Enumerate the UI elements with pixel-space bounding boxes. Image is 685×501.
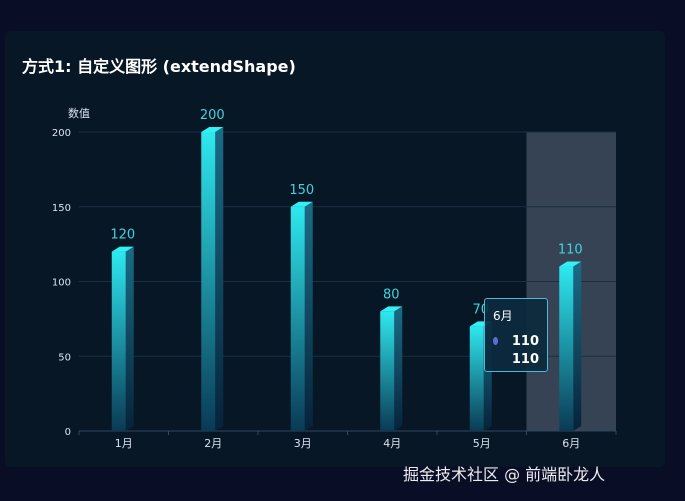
bar-top [380, 306, 403, 312]
x-tick-label: 3月 [294, 437, 312, 450]
data-label: 110 [558, 243, 583, 258]
y-tick-label: 150 [52, 203, 71, 214]
bar-side [125, 246, 134, 431]
bar-side [573, 261, 582, 431]
bar-top [559, 261, 582, 267]
bar-front [469, 326, 484, 431]
data-label: 200 [200, 108, 225, 123]
bar-front [201, 132, 216, 431]
data-label: 80 [383, 287, 400, 302]
bar-front [559, 266, 574, 431]
bar[interactable] [290, 201, 313, 431]
x-tick-label: 4月 [383, 437, 401, 450]
chart-title: 方式1: 自定义图形 (extendShape) [22, 57, 296, 76]
bar-front [111, 251, 126, 431]
x-tick-label: 6月 [562, 437, 580, 450]
y-tick-label: 50 [58, 352, 71, 363]
bar-top [111, 246, 134, 252]
bar[interactable] [380, 306, 403, 431]
bar[interactable] [201, 127, 224, 431]
bar[interactable] [111, 246, 134, 431]
y-tick-label: 100 [52, 278, 71, 289]
x-tick-label: 5月 [473, 437, 491, 450]
tooltip: 6月 110 110 [484, 298, 548, 372]
y-tick-label: 0 [65, 427, 71, 438]
data-label: 120 [110, 228, 135, 243]
tooltip-row: 110 [493, 350, 539, 368]
series-dot-icon [493, 337, 498, 345]
y-axis-label: 数值 [68, 107, 90, 120]
y-tick-label: 200 [52, 128, 71, 139]
bar-front [290, 206, 305, 431]
bar-front [380, 311, 395, 431]
tooltip-row: 110 [493, 332, 539, 350]
bar-top [201, 127, 224, 132]
x-tick-label: 1月 [115, 437, 133, 450]
watermark: 掘金技术社区 @ 前端卧龙人 [403, 465, 606, 484]
tooltip-value: 110 [511, 351, 539, 367]
tooltip-title: 6月 [493, 309, 513, 323]
bar-top [290, 201, 313, 207]
bar-side [304, 201, 313, 431]
bar-side [215, 127, 224, 431]
x-tick-label: 2月 [204, 437, 222, 450]
bar[interactable] [559, 261, 582, 431]
data-label: 150 [289, 183, 314, 198]
tooltip-value: 110 [511, 333, 539, 349]
bar-side [394, 306, 403, 431]
